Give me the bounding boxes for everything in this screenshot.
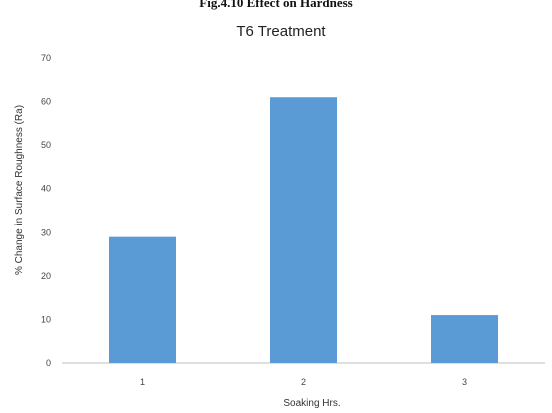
- figure-caption: Fig.4.10 Effect on Hardness: [199, 0, 353, 10]
- x-tick-label: 2: [301, 377, 306, 387]
- y-tick-label: 60: [41, 97, 51, 107]
- y-tick-label: 30: [41, 227, 51, 237]
- y-ticks: 0 10 20 30 40 50 60 70: [41, 53, 51, 368]
- y-axis-label: % Change in Surface Roughness (Ra): [14, 105, 25, 275]
- y-tick-label: 0: [46, 358, 51, 368]
- y-tick-label: 50: [41, 140, 51, 150]
- chart-title: T6 Treatment: [236, 23, 326, 40]
- x-axis-label: Soaking Hrs.: [283, 398, 340, 409]
- x-tick-label: 1: [140, 377, 145, 387]
- y-tick-label: 20: [41, 271, 51, 281]
- bar-3: [431, 315, 498, 363]
- bars: [109, 97, 498, 363]
- y-tick-label: 10: [41, 314, 51, 324]
- x-tick-label: 3: [462, 377, 467, 387]
- bar-1: [109, 236, 176, 363]
- y-tick-label: 70: [41, 53, 51, 63]
- x-ticks: 1 2 3: [140, 377, 467, 387]
- y-tick-label: 40: [41, 184, 51, 194]
- bar-2: [270, 97, 337, 363]
